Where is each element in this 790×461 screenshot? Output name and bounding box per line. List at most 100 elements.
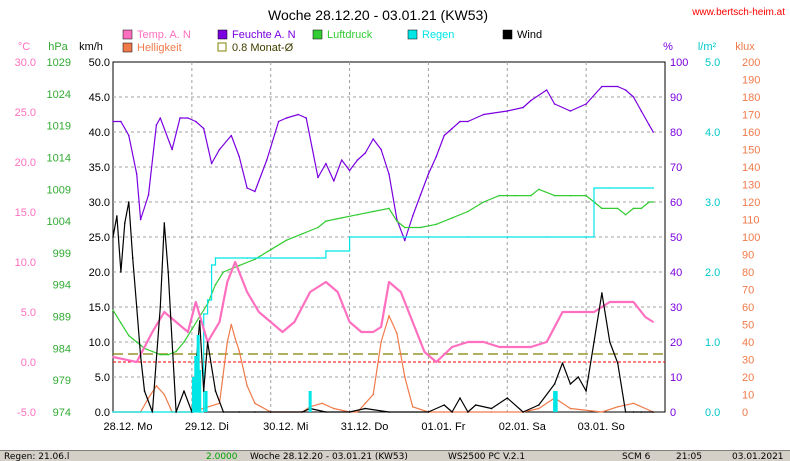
temp-point <box>498 346 501 348</box>
humidity-point <box>340 159 343 161</box>
pressure-point <box>325 220 327 222</box>
rain-point <box>317 257 319 259</box>
tick-label: 100 <box>670 57 688 69</box>
legend-swatch <box>217 42 227 52</box>
status-version: WS2500 PC V.2.1 <box>448 452 526 461</box>
pressure-point <box>356 213 359 216</box>
humidity-point <box>238 155 240 158</box>
temp-point <box>644 316 647 318</box>
x-tick-label: 28.12. Mo <box>104 421 153 433</box>
pressure-point <box>254 258 256 261</box>
humidity-point <box>459 120 461 123</box>
temp-point <box>372 331 375 333</box>
rain-point <box>593 187 595 189</box>
plot-area <box>112 61 666 413</box>
wind-point <box>198 320 201 322</box>
humidity-point <box>246 187 248 189</box>
pressure-point <box>396 220 398 222</box>
wind-point <box>238 411 240 413</box>
tick-label: 20 <box>670 337 682 349</box>
tick-label: 999 <box>53 248 71 260</box>
legend-label: Temp. A. N <box>137 29 191 41</box>
humidity-point <box>404 239 406 242</box>
wind-point <box>159 306 162 308</box>
wind-series-line <box>112 201 654 413</box>
tick-label: 45.0 <box>89 92 110 104</box>
humidity-point <box>652 131 654 133</box>
temp-point <box>151 331 154 333</box>
pressure-point <box>467 210 469 213</box>
temp-point <box>530 346 532 348</box>
temp-point <box>348 321 351 323</box>
site-link[interactable]: www.bertsch-heim.at <box>691 7 785 18</box>
temp-point <box>258 311 260 313</box>
tick-label: 70 <box>670 162 682 174</box>
legend-swatch <box>312 29 323 40</box>
humidity-point <box>218 148 221 151</box>
pressure-point <box>538 188 540 191</box>
pressure-point <box>112 309 114 312</box>
tick-label: 60 <box>742 302 754 314</box>
status-left: Regen: 21.06.l <box>4 452 70 461</box>
temp-point <box>632 301 635 303</box>
tick-label: 90 <box>670 92 682 104</box>
tick-label: 60 <box>670 197 682 209</box>
legend-swatch <box>122 29 133 40</box>
pressure-point <box>372 210 375 213</box>
tick-label: 1019 <box>47 121 71 133</box>
tick-label: 3.0 <box>705 197 720 209</box>
rain-point <box>467 236 469 238</box>
humidity-point <box>112 120 114 123</box>
tick-label: 20.0 <box>89 267 110 279</box>
pressure-point <box>388 207 390 210</box>
wind-point <box>348 411 351 413</box>
x-tick-label: 29.12. Di <box>185 421 229 433</box>
pressure-point <box>135 341 138 343</box>
wind-point <box>325 411 327 413</box>
wind-point <box>585 390 587 392</box>
tick-label: 1024 <box>47 89 71 101</box>
axis-unit: °C <box>18 41 30 53</box>
temp-point <box>360 331 363 333</box>
rain-bar <box>194 356 198 412</box>
pressure-point <box>340 217 343 219</box>
tick-label: 30 <box>742 355 754 367</box>
humidity-point <box>254 190 256 193</box>
humidity-point <box>356 159 359 161</box>
wind-point <box>202 390 205 392</box>
humidity-point <box>147 194 150 196</box>
temp-point <box>336 291 339 293</box>
legend-label: Luftdruck <box>327 29 373 41</box>
humidity-point <box>139 218 142 221</box>
temp-point <box>187 331 189 333</box>
temp-point <box>545 341 548 343</box>
temp-point <box>451 346 453 348</box>
tick-label: 10 <box>742 390 754 402</box>
legend-label: Helligkeit <box>137 42 182 54</box>
legend-label: Wind <box>517 29 542 41</box>
tick-label: 160 <box>742 127 760 139</box>
tick-label: 10 <box>670 372 682 384</box>
tick-label: 200 <box>742 57 760 69</box>
temp-point <box>435 361 438 363</box>
humidity-point <box>230 134 233 137</box>
rain-point <box>214 257 217 259</box>
temp-point <box>234 261 236 263</box>
status-date: 03.01.2021 <box>732 452 784 461</box>
wind-point <box>183 390 185 392</box>
pressure-point <box>435 223 438 226</box>
tick-label: 190 <box>742 75 760 87</box>
legend: Temp. A. N Feuchte A. N Luftdruck Regen Wind… <box>122 29 542 54</box>
rain-bar <box>553 391 557 412</box>
temp-point <box>593 311 595 313</box>
rain-point <box>202 313 205 315</box>
light-point <box>238 350 240 352</box>
wind-point <box>364 407 367 410</box>
humidity-point <box>348 169 351 172</box>
humidity-point <box>155 124 158 126</box>
pressure-point <box>285 239 288 241</box>
humidity-point <box>187 117 189 119</box>
tick-label: 50 <box>742 320 754 332</box>
x-tick-label: 02.01. Sa <box>499 421 547 433</box>
humidity-point <box>210 162 213 165</box>
